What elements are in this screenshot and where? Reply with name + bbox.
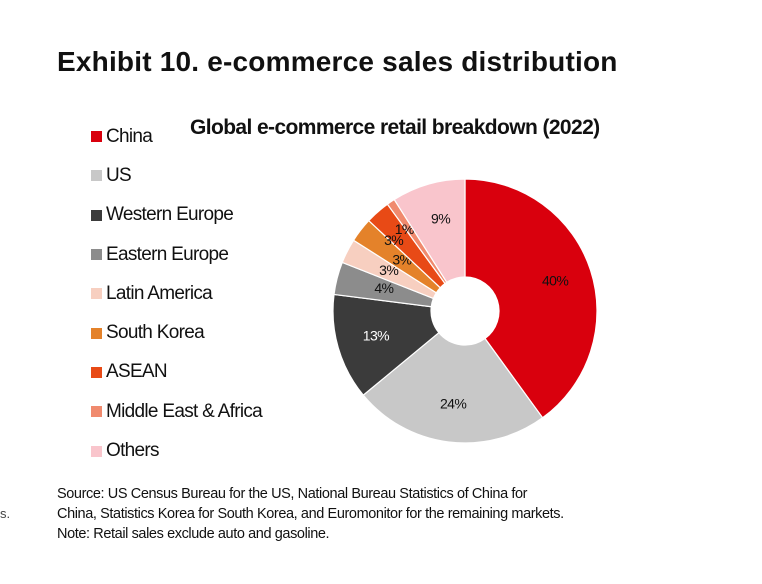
slice-china (464, 178, 598, 419)
exhibit-title: Exhibit 10. e-commerce sales distributio… (57, 46, 618, 77)
slice-us (362, 331, 544, 444)
legend-label-others: Others (106, 440, 160, 462)
slice-others (393, 178, 466, 284)
slice-label-western-europe: 13% (363, 328, 389, 344)
legend-swatch-us (91, 170, 102, 182)
slice-label-asean: 3% (384, 232, 403, 248)
chart-legend: China US Western Europe Eastern Europe Latin… (91, 117, 263, 471)
legend-swatch-others (91, 445, 102, 457)
chart-title: Global e-commerce retail breakdown (2022… (190, 116, 600, 139)
legend-label-south-korea: South Korea (106, 322, 205, 344)
legend-item-middle-east-and-africa: Middle East & Africa (91, 392, 263, 431)
legend-swatch-asean (91, 366, 102, 378)
legend-item-others: Others (91, 431, 262, 470)
legend-label-asean: ASEAN (106, 361, 168, 383)
slice-label-middle-east-and-africa: 1% (395, 221, 414, 237)
donut-chart: 40%24%13%4%3%3%3%1%9% (332, 178, 598, 444)
source-line-1: Source: US Census Bureau for the US, Nat… (57, 486, 528, 502)
slice-western-europe (332, 293, 440, 396)
legend-label-latin-america: Latin America (106, 282, 213, 304)
source-line-3: Note: Retail sales exclude auto and gaso… (57, 526, 330, 542)
source-line-2: China, Statistics Korea for South Korea,… (57, 506, 564, 522)
legend-item-eastern-europe: Eastern Europe (91, 235, 262, 274)
legend-swatch-western-europe (91, 209, 102, 221)
legend-item-china: China (91, 117, 262, 156)
legend-swatch-south-korea (91, 327, 102, 339)
slice-label-china: 40% (542, 272, 568, 288)
legend-item-latin-america: Latin America (91, 274, 262, 313)
legend-swatch-latin-america (91, 288, 102, 300)
slice-label-eastern-europe: 4% (374, 280, 393, 296)
legend-swatch-middle-east-and-africa (91, 406, 102, 418)
legend-item-western-europe: Western Europe (91, 196, 262, 235)
legend-label-middle-east-and-africa: Middle East & Africa (106, 400, 263, 422)
slice-label-others: 9% (431, 211, 450, 227)
legend-label-china: China (106, 125, 153, 147)
legend-label-eastern-europe: Eastern Europe (106, 243, 229, 265)
source-note: Source: US Census Bureau for the US, Nat… (57, 484, 564, 544)
slice-label-us: 24% (440, 396, 466, 412)
legend-item-south-korea: South Korea (91, 313, 262, 352)
legend-item-asean: ASEAN (91, 353, 262, 392)
legend-label-us: US (106, 164, 132, 186)
legend-swatch-eastern-europe (91, 249, 102, 261)
legend-label-western-europe: Western Europe (106, 204, 234, 226)
cropped-edge-text: s. (0, 506, 11, 521)
legend-item-us: US (91, 156, 262, 195)
legend-swatch-china (91, 131, 102, 143)
